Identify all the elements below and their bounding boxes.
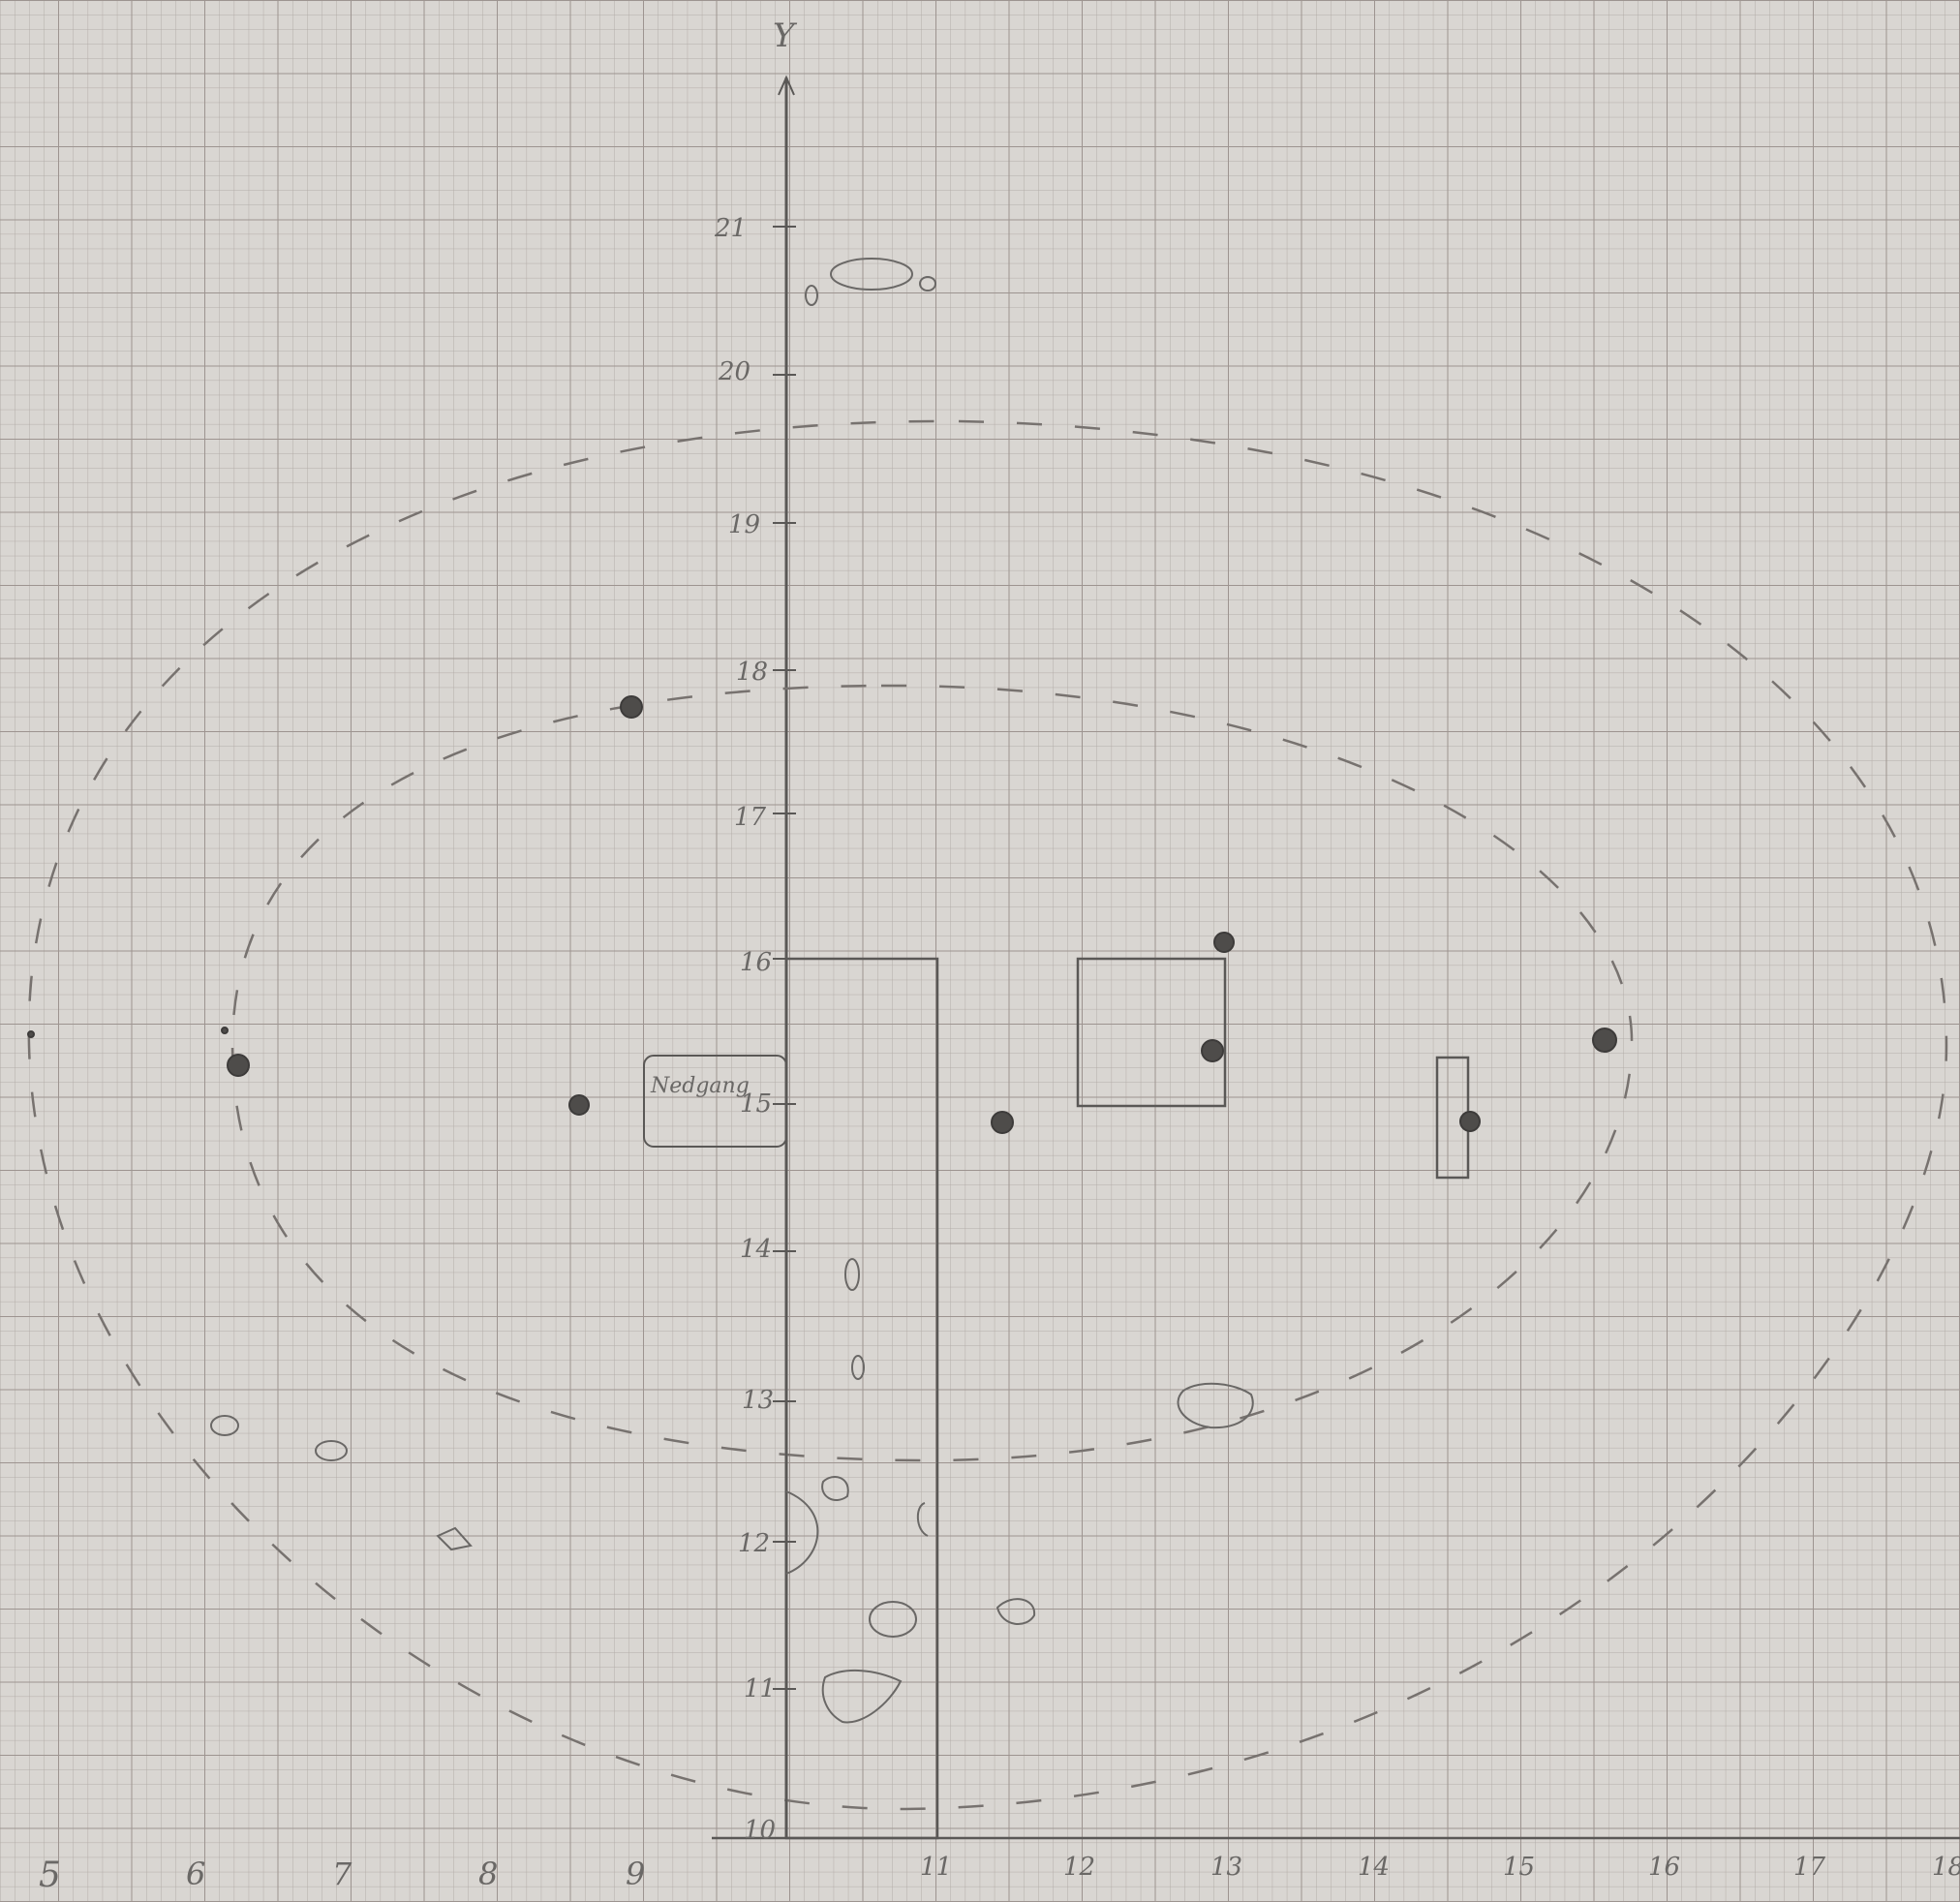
y-tick-label: 12 — [738, 1529, 770, 1558]
stone-outline — [436, 1526, 473, 1551]
stone-outline — [995, 1598, 1036, 1625]
y-axis-label: Y — [773, 16, 798, 55]
y-tick-label: 13 — [742, 1386, 774, 1415]
stone-outline — [315, 1440, 348, 1461]
outer-dashed-ellipse — [27, 419, 1948, 1811]
stone-outline — [821, 1670, 903, 1724]
post-hole — [991, 1111, 1014, 1134]
x-tick-label: 9 — [626, 1856, 645, 1892]
x-tick-label: 12 — [1063, 1853, 1095, 1882]
label-box — [643, 1055, 787, 1148]
x-tick-label: 11 — [920, 1853, 952, 1882]
stone-outline — [1177, 1382, 1254, 1429]
y-tick-label: 16 — [740, 948, 772, 977]
post-hole — [221, 1027, 229, 1034]
stone-outline — [210, 1415, 239, 1436]
y-tick-label: 11 — [744, 1674, 776, 1703]
post-hole — [27, 1030, 35, 1038]
stone-outline — [830, 258, 913, 291]
stones — [210, 1258, 1254, 1724]
y-tick-label: 19 — [728, 510, 760, 539]
x-tick-label: 16 — [1648, 1853, 1680, 1882]
stone-outline — [805, 285, 818, 306]
y-tick-label: 20 — [718, 357, 750, 386]
post-holes — [27, 695, 1617, 1134]
x-tick-label: 17 — [1793, 1853, 1826, 1882]
post-hole — [568, 1094, 590, 1116]
post-hole — [1213, 932, 1235, 953]
y-tick-label: 17 — [734, 803, 767, 832]
y-tick-labels: 10 11 12 13 14 15 16 17 18 19 20 21 — [714, 214, 776, 1845]
y-tick-label: 18 — [736, 658, 768, 687]
x-tick-label: 8 — [478, 1856, 498, 1892]
post-hole — [1201, 1039, 1224, 1062]
stone-outline — [785, 1490, 819, 1575]
post-hole — [1592, 1028, 1617, 1053]
y-tick-label: 10 — [744, 1816, 776, 1845]
stone-outline — [919, 276, 936, 291]
y-tick-label: 15 — [740, 1089, 772, 1119]
y-ticks — [773, 226, 796, 1690]
x-tick-label: 15 — [1503, 1853, 1535, 1882]
x-tick-label: 5 — [39, 1856, 61, 1895]
stone-outline — [851, 1355, 865, 1380]
square-feature — [1076, 957, 1227, 1108]
x-tick-label: 18 — [1932, 1853, 1960, 1882]
large-rectangle-feature — [784, 957, 939, 1840]
post-hole — [227, 1054, 250, 1077]
y-axis-arrow — [778, 75, 795, 96]
stone-outline — [844, 1258, 860, 1291]
x-tick-label: 14 — [1358, 1853, 1390, 1882]
rectangle-note: Nedgang — [650, 1074, 750, 1098]
x-tick-label: 7 — [332, 1856, 352, 1892]
post-hole — [1459, 1111, 1481, 1132]
inner-dashed-ellipse — [230, 684, 1634, 1462]
post-hole — [620, 695, 643, 719]
x-tick-label: 6 — [186, 1856, 205, 1892]
stone-outline — [869, 1601, 917, 1638]
y-tick-label: 14 — [740, 1235, 772, 1264]
x-tick-label: 13 — [1210, 1853, 1242, 1882]
x-tick-labels: 5 6 7 8 9 11 12 13 14 15 16 17 18 — [39, 1853, 1960, 1895]
stone-outline — [916, 1502, 929, 1537]
y-tick-label: 21 — [714, 214, 747, 243]
stone-outline — [821, 1476, 849, 1501]
